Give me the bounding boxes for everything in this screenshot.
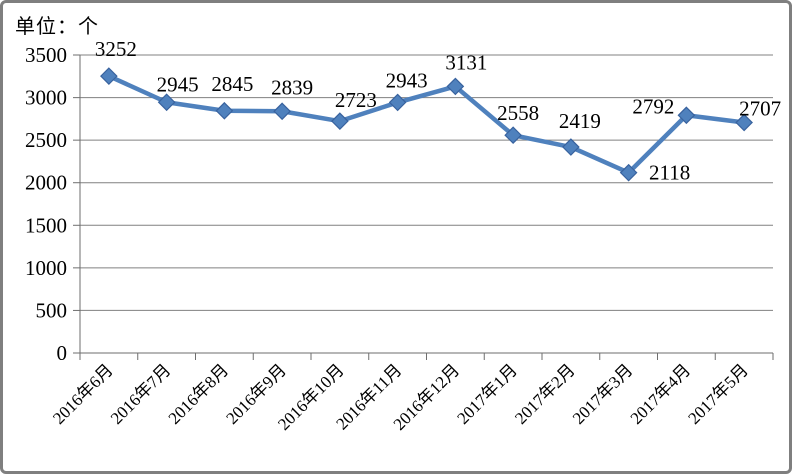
data-point-marker [619, 163, 638, 182]
data-label: 2118 [649, 161, 690, 185]
x-tick-label: 2016年8月 [165, 360, 233, 428]
line-chart: 05001000150020002500300035002016年6月2016年… [25, 37, 781, 434]
x-tick-label: 2016年6月 [49, 360, 117, 428]
data-point-marker [331, 112, 349, 131]
data-label: 2792 [632, 94, 674, 118]
y-tick-label: 3500 [25, 43, 67, 67]
data-point-marker [504, 126, 522, 145]
y-tick-label: 2500 [25, 128, 67, 152]
data-label: 2845 [211, 72, 253, 96]
y-tick-label: 2000 [25, 171, 67, 195]
data-point-marker [100, 67, 118, 85]
x-tick-label: 2017年4月 [627, 360, 695, 428]
data-point-marker [735, 113, 753, 132]
unit-label: 单位：个 [15, 16, 99, 38]
x-tick-label: 2017年5月 [684, 360, 752, 428]
data-point-marker [562, 138, 580, 156]
data-label: 2943 [386, 68, 428, 92]
x-tick-label: 2017年1月 [453, 360, 521, 428]
data-point-marker [446, 77, 465, 96]
y-tick-label: 1500 [25, 213, 67, 237]
y-tick-label: 3000 [25, 86, 67, 110]
data-label: 2558 [497, 101, 539, 125]
y-tick-label: 1000 [25, 256, 67, 280]
data-point-marker [157, 93, 176, 112]
data-line [106, 73, 747, 175]
data-label: 2839 [271, 75, 313, 99]
data-label: 3131 [445, 50, 487, 74]
x-tick-label: 2016年7月 [107, 360, 175, 428]
data-point-marker [388, 93, 407, 112]
data-point-marker [677, 106, 696, 125]
y-tick-label: 500 [36, 298, 68, 322]
data-label: 2945 [157, 72, 199, 96]
x-tick-label: 2017年2月 [511, 360, 579, 428]
y-tick-label: 0 [57, 341, 68, 365]
data-label: 3252 [95, 37, 137, 61]
x-tick-label: 2017年3月 [569, 360, 637, 428]
data-label: 2419 [559, 109, 601, 133]
data-label: 2723 [335, 88, 377, 112]
data-point-marker [215, 101, 234, 120]
data-label: 2707 [739, 97, 781, 121]
data-point-marker [273, 102, 291, 121]
